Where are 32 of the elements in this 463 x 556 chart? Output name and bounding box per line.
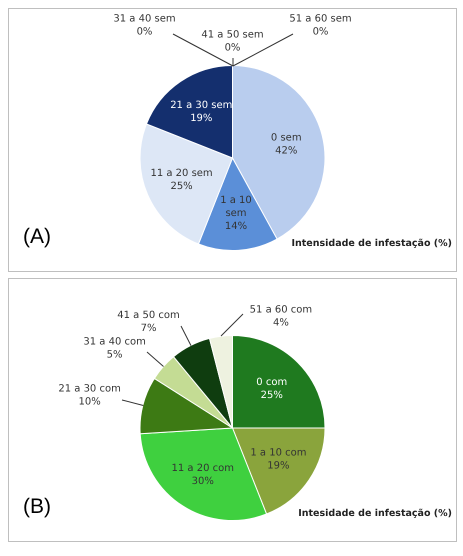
- slice-label: 1 a 10 sem: [220, 194, 252, 219]
- text: Intensidade de infestação (%): [291, 238, 452, 249]
- slice-label: 21 a 30 com: [58, 384, 121, 395]
- data-label: 4%: [272, 317, 289, 328]
- category-label: 51 a 60 sem: [289, 14, 352, 25]
- category-label: 41 a 50 sem: [201, 30, 264, 41]
- data-label: 10%: [78, 396, 101, 408]
- data-label: 19%: [190, 113, 212, 124]
- slice-label: 41 a 50 com: [117, 310, 180, 322]
- text: 0%: [312, 26, 328, 38]
- data-label: 14%: [224, 220, 248, 232]
- text: (B): [23, 495, 51, 519]
- slice-label: 21 a 30 sem: [170, 100, 232, 112]
- data-label: 25%: [170, 181, 193, 192]
- data-label: 5%: [106, 349, 123, 360]
- data-label: 42%: [275, 145, 298, 156]
- text: (A): [23, 225, 51, 249]
- data-label: 30%: [192, 476, 214, 487]
- text: 0%: [136, 26, 152, 38]
- slice-label: 11 a 20 com: [172, 462, 234, 474]
- slice-label: 11 a 20 sem: [150, 168, 213, 180]
- data-label: 19%: [267, 460, 290, 472]
- slice-label: 51 a 60 com: [250, 304, 312, 316]
- data-label: 7%: [140, 323, 156, 334]
- text: Intesidade de infestação (%): [298, 508, 452, 519]
- text: 0%: [224, 42, 240, 54]
- category-label: 31 a 40 sem: [113, 14, 176, 25]
- data-label: 25%: [260, 390, 283, 401]
- slice-label: 31 a 40 com: [83, 336, 146, 348]
- slice-label: 0 com: [256, 376, 288, 388]
- slice-label: 0 sem: [270, 132, 302, 144]
- slice-label: 1 a 10 com: [250, 447, 306, 458]
